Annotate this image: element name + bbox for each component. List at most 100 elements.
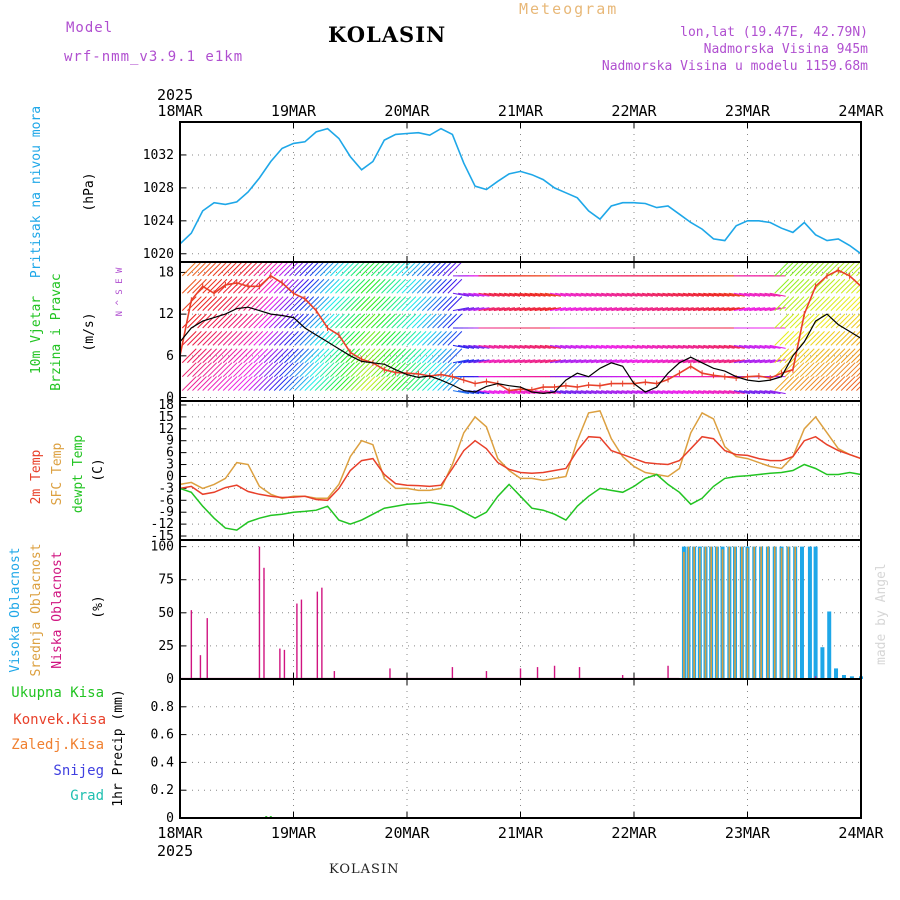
wind-barb xyxy=(692,390,710,395)
wind-barb xyxy=(672,359,689,364)
wind-barb xyxy=(509,390,526,395)
wind-barb xyxy=(606,292,623,297)
wind-barb xyxy=(626,359,643,364)
wind-barb xyxy=(227,313,243,329)
wind-barb xyxy=(514,307,531,312)
wind-barb xyxy=(381,278,396,294)
cloud-low-bar xyxy=(279,648,281,679)
wind-barb xyxy=(386,376,401,391)
wind-barb xyxy=(631,390,648,395)
wind-barb xyxy=(432,313,447,329)
cloud-low-bar xyxy=(258,546,261,679)
wind-barb xyxy=(764,292,781,297)
wind-barb xyxy=(202,376,218,391)
wind-barb xyxy=(544,359,561,364)
wind-barb xyxy=(406,278,422,294)
wind-barb xyxy=(723,344,740,349)
wind-barb xyxy=(723,292,740,297)
wind-barb xyxy=(692,292,710,297)
wind-barb xyxy=(268,376,284,391)
wind-barb xyxy=(728,359,745,364)
wind-barb xyxy=(825,376,841,391)
wind-barb xyxy=(324,362,340,378)
wind-barb xyxy=(789,262,805,277)
wind-barb xyxy=(212,331,228,346)
location-title: KOLASIN xyxy=(328,22,447,47)
wind-barb xyxy=(529,344,546,349)
ylabel-pressure: Pritisak na nivou mora xyxy=(29,106,44,278)
wind-barb xyxy=(427,278,442,294)
cloud-mid-bar xyxy=(760,546,762,679)
wind-barb xyxy=(299,262,315,277)
wind-barb xyxy=(386,331,401,346)
wind-barb xyxy=(299,376,315,391)
wind-barb xyxy=(580,292,597,297)
wind-barb xyxy=(631,307,648,312)
wind-barb xyxy=(197,296,212,312)
panel-4: 0 25 50 75 100 xyxy=(151,540,862,687)
wind-barb xyxy=(437,331,452,346)
x-tick-label-bottom: 20MAR xyxy=(384,824,430,842)
y-tick-label: 0 xyxy=(166,469,174,484)
wind-barb xyxy=(585,390,602,395)
wind-barb xyxy=(646,359,664,364)
wind-barb xyxy=(830,296,846,312)
wind-barb xyxy=(779,331,795,346)
wind-barb xyxy=(319,278,335,294)
wind-barb xyxy=(304,362,320,378)
cloud-high-bar xyxy=(827,611,832,679)
wind-barb xyxy=(370,313,386,329)
wind-barb xyxy=(652,344,669,349)
wind-barb xyxy=(217,348,233,364)
wind-barb xyxy=(294,376,309,391)
wind-barb xyxy=(411,313,427,329)
wind-barb xyxy=(187,331,202,346)
wind-barb xyxy=(713,390,730,395)
wind-barb xyxy=(514,359,531,364)
wind-barb xyxy=(273,278,289,294)
wind-barb xyxy=(238,376,253,391)
wind-barb xyxy=(227,376,243,391)
wind-barb xyxy=(396,296,412,312)
wind-barb xyxy=(401,296,417,312)
x-tick-label-bottom: 24MAR xyxy=(838,824,884,842)
cloud-low-bar xyxy=(621,675,624,679)
wind-barb xyxy=(825,262,841,277)
cloud-low-bar xyxy=(206,618,208,679)
wind-barb xyxy=(452,359,470,364)
wind-barb xyxy=(856,357,861,364)
wind-barb xyxy=(744,292,761,297)
wind-barb xyxy=(299,331,315,346)
elevation-readout: Nadmorska Visina 945m xyxy=(703,42,868,57)
y-tick-label: 1032 xyxy=(143,148,174,163)
wind-barb xyxy=(187,348,202,364)
wind-barb xyxy=(631,359,648,364)
precip-legend-1: Ukupna Kisa xyxy=(11,685,104,701)
y-tick-label: 0.4 xyxy=(151,755,175,770)
wind-barb xyxy=(503,307,521,312)
wind-barb xyxy=(830,376,846,391)
y-tick-label: -15 xyxy=(151,529,174,544)
wind-barb xyxy=(207,262,223,277)
wind-barb xyxy=(284,376,299,391)
wind-barb xyxy=(835,296,851,312)
wind-barb xyxy=(401,262,417,277)
wind-barb xyxy=(319,313,335,329)
wind-barb xyxy=(227,296,243,312)
wind-barb xyxy=(611,359,628,364)
ylabel-cloud-low: Niska Oblacnost xyxy=(50,551,65,668)
wind-barb xyxy=(243,331,258,346)
wind-barb xyxy=(524,292,541,297)
wind-barb xyxy=(606,390,623,395)
wind-barb xyxy=(222,296,238,312)
wind-barb xyxy=(687,344,705,349)
wind-barb xyxy=(825,278,841,294)
wind-barb xyxy=(473,359,490,364)
year-label-bottom: 2025 xyxy=(157,842,193,860)
wind-barb xyxy=(370,296,386,312)
wind-barb xyxy=(197,362,212,378)
precip-legend-4: Snijeg xyxy=(53,763,104,779)
wind-barb xyxy=(621,344,638,349)
wind-barb xyxy=(483,292,500,297)
wind-barb xyxy=(856,305,861,312)
